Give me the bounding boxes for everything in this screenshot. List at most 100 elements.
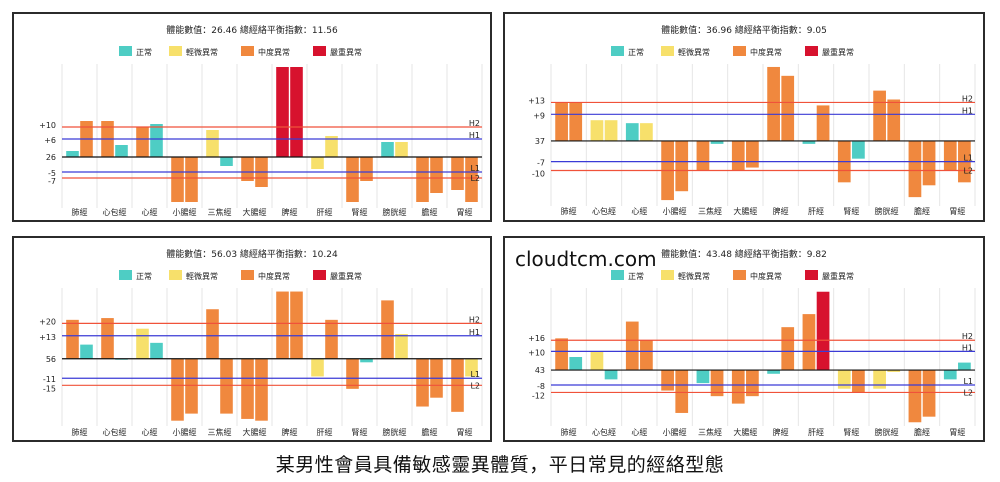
chart-svg-1: 體能數值：26.46 總經絡平衡指數：11.56 正常 輕微異常 中度異常 嚴重異常 H2… bbox=[39, 24, 483, 217]
brand-watermark: cloudtcm.com bbox=[515, 247, 657, 271]
legend-label-4: 嚴重異常 bbox=[822, 47, 854, 57]
legend-label-3: 中度異常 bbox=[258, 271, 290, 281]
bar-left-8 bbox=[802, 140, 816, 144]
bar-right-9 bbox=[360, 157, 373, 181]
threshold-tag-h2: H2 bbox=[962, 332, 973, 341]
threshold-tag-h1: H1 bbox=[469, 328, 480, 337]
threshold-value-l1: -8 bbox=[537, 382, 545, 391]
bar-left-6 bbox=[241, 157, 254, 181]
meridian-chart-2: 體能數值：36.96 總經絡平衡指數：9.05 正常 輕微異常 中度異常 嚴重異常 H2 +… bbox=[503, 12, 985, 222]
threshold-value-h1: +13 bbox=[39, 333, 56, 342]
meridian-chart-3: 體能數值：56.03 總經絡平衡指數：10.24 正常 輕微異常 中度異常 嚴重異常 H2… bbox=[12, 236, 492, 442]
legend-label-2: 輕微異常 bbox=[186, 47, 218, 57]
bar-left-4 bbox=[171, 157, 184, 202]
threshold-value-l2: -10 bbox=[532, 170, 545, 179]
bar-left-10 bbox=[873, 370, 886, 389]
category-label-10: 膀胱經 bbox=[383, 427, 407, 437]
legend-swatch-2 bbox=[169, 46, 182, 56]
bar-left-6 bbox=[731, 370, 745, 404]
bar-left-5 bbox=[696, 140, 710, 171]
bar-right-2 bbox=[604, 370, 618, 380]
bar-left-8 bbox=[311, 157, 324, 169]
category-label-7: 脾經 bbox=[773, 427, 789, 437]
bar-left-2 bbox=[590, 351, 604, 371]
category-label-8: 肝經 bbox=[317, 427, 333, 437]
category-label-8: 肝經 bbox=[808, 206, 824, 216]
bar-left-11 bbox=[908, 370, 922, 423]
category-label-11: 膽經 bbox=[422, 427, 438, 437]
chart-svg-3: 體能數值：56.03 總經絡平衡指數：10.24 正常 輕微異常 中度異常 嚴重異常 H2… bbox=[39, 248, 483, 437]
threshold-tag-h2: H2 bbox=[469, 315, 480, 324]
bar-left-11 bbox=[416, 157, 429, 202]
bar-right-4 bbox=[185, 157, 198, 202]
category-label-4: 小腸經 bbox=[173, 427, 197, 437]
bar-right-11 bbox=[922, 370, 936, 417]
bar-left-7 bbox=[276, 67, 289, 157]
legend-swatch-1 bbox=[611, 46, 624, 56]
legend-swatch-2 bbox=[661, 270, 674, 280]
bar-left-1 bbox=[555, 102, 568, 141]
bar-right-8 bbox=[325, 136, 338, 157]
threshold-value-h2: +16 bbox=[528, 334, 545, 343]
bar-right-4 bbox=[675, 370, 689, 413]
category-label-7: 脾經 bbox=[282, 427, 298, 437]
category-label-2: 心包經 bbox=[103, 207, 127, 217]
bar-left-10 bbox=[381, 142, 394, 157]
bar-left-12 bbox=[451, 157, 464, 190]
legend-label-2: 輕微異常 bbox=[678, 271, 710, 281]
category-label-6: 大腸經 bbox=[243, 427, 267, 437]
bar-right-8 bbox=[325, 319, 338, 359]
category-label-9: 腎經 bbox=[843, 206, 859, 216]
legend-swatch-3 bbox=[241, 46, 254, 56]
threshold-tag-l1: L1 bbox=[963, 154, 973, 163]
bar-right-3 bbox=[640, 340, 653, 371]
legend-swatch-3 bbox=[733, 270, 746, 280]
threshold-value-l1: -11 bbox=[43, 375, 56, 384]
meridian-chart-1: 體能數值：26.46 總經絡平衡指數：11.56 正常 輕微異常 中度異常 嚴重異常 H2… bbox=[12, 12, 492, 222]
category-label-1: 肺經 bbox=[561, 206, 577, 216]
legend-swatch-4 bbox=[805, 270, 818, 280]
threshold-tag-l1: L1 bbox=[470, 370, 480, 379]
legend-label-1: 正常 bbox=[136, 272, 152, 281]
chart-svg-2: 體能數值：36.96 總經絡平衡指數：9.05 正常 輕微異常 中度異常 嚴重異常 H2 +… bbox=[528, 24, 976, 216]
legend-swatch-4 bbox=[313, 270, 326, 280]
baseline-value: 43 bbox=[535, 366, 545, 375]
category-label-11: 膽經 bbox=[914, 427, 930, 437]
bar-right-2 bbox=[604, 120, 618, 141]
bar-left-10 bbox=[381, 300, 394, 359]
bar-left-4 bbox=[171, 358, 184, 421]
category-label-8: 肝經 bbox=[317, 207, 333, 217]
threshold-tag-l2: L2 bbox=[963, 388, 973, 397]
bar-left-2 bbox=[101, 318, 114, 359]
bar-right-6 bbox=[746, 140, 759, 168]
threshold-tag-h2: H2 bbox=[469, 119, 480, 128]
category-label-10: 膀胱經 bbox=[875, 427, 899, 437]
bar-left-6 bbox=[731, 140, 745, 171]
bar-right-4 bbox=[675, 140, 689, 192]
bar-left-9 bbox=[837, 370, 851, 389]
threshold-value-l1: -7 bbox=[537, 159, 545, 168]
threshold-tag-l1: L1 bbox=[963, 377, 973, 386]
legend-label-4: 嚴重異常 bbox=[330, 271, 362, 281]
bar-right-9 bbox=[852, 140, 865, 159]
legend-label-4: 嚴重異常 bbox=[822, 271, 854, 281]
threshold-value-l1: -5 bbox=[48, 169, 56, 178]
category-label-2: 心包經 bbox=[103, 427, 127, 437]
bar-right-12 bbox=[465, 358, 478, 377]
bar-right-7 bbox=[781, 327, 795, 371]
threshold-value-h2: +10 bbox=[39, 121, 56, 130]
bar-right-5 bbox=[220, 358, 233, 414]
category-label-1: 肺經 bbox=[72, 207, 88, 217]
legend-swatch-3 bbox=[241, 270, 254, 280]
bar-right-5 bbox=[710, 140, 724, 144]
threshold-tag-h1: H1 bbox=[469, 131, 480, 140]
bar-left-2 bbox=[590, 120, 604, 141]
legend-label-1: 正常 bbox=[628, 272, 644, 281]
bar-right-1 bbox=[569, 102, 583, 141]
meridian-chart-4: 體能數值：43.48 總經絡平衡指數：9.82 正常 輕微異常 中度異常 嚴重異常 H2 +… bbox=[503, 236, 985, 442]
threshold-value-h2: +20 bbox=[39, 317, 56, 326]
bar-left-4 bbox=[661, 370, 674, 391]
baseline-value: 26 bbox=[46, 153, 56, 162]
bar-right-3 bbox=[640, 123, 653, 141]
bar-left-6 bbox=[241, 358, 254, 419]
